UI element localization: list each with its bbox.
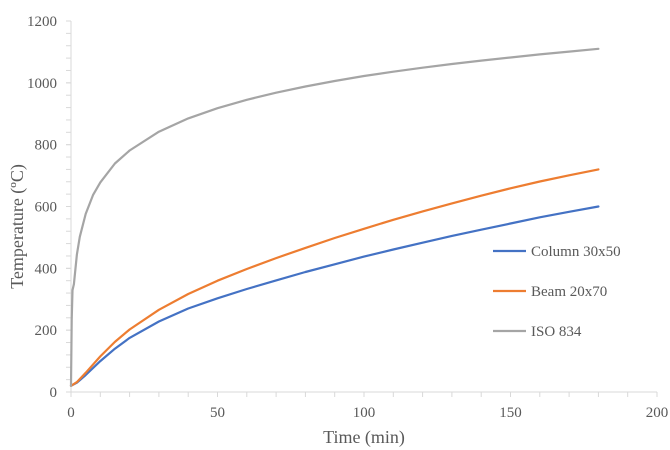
y-tick-label: 1200: [27, 14, 57, 30]
y-tick-label: 800: [35, 138, 58, 154]
y-tick-label: 1000: [27, 76, 57, 92]
x-tick-label: 100: [353, 405, 376, 421]
x-ticks: 0 50 100 150 200: [67, 392, 668, 421]
x-tick-label: 0: [67, 405, 75, 421]
y-tick-label: 400: [35, 261, 58, 277]
y-tick-label: 200: [35, 323, 58, 339]
legend-label: ISO 834: [531, 324, 582, 340]
series-layer: [69, 47, 600, 387]
legend-label: Column 30x50: [531, 244, 621, 260]
axes: 0 50 100 150 200 0 200 400 600 800 1000 1200: [27, 14, 668, 421]
legend-label: Beam 20x70: [531, 284, 607, 300]
series-line-1: [69, 168, 600, 387]
y-tick-label: 0: [50, 385, 58, 401]
x-tick-label: 150: [499, 405, 522, 421]
legend: Column 30x50 Beam 20x70 ISO 834: [493, 244, 621, 340]
x-axis-title: Time (min): [323, 427, 405, 448]
y-axis-title: Temperature (ºC): [7, 164, 28, 289]
series-line-0: [69, 205, 600, 387]
y-ticks: 0 200 400 600 800 1000 1200: [27, 14, 71, 401]
x-tick-label: 200: [646, 405, 669, 421]
x-tick-label: 50: [210, 405, 225, 421]
series-line-2: [69, 47, 600, 387]
y-tick-label: 600: [35, 200, 58, 216]
